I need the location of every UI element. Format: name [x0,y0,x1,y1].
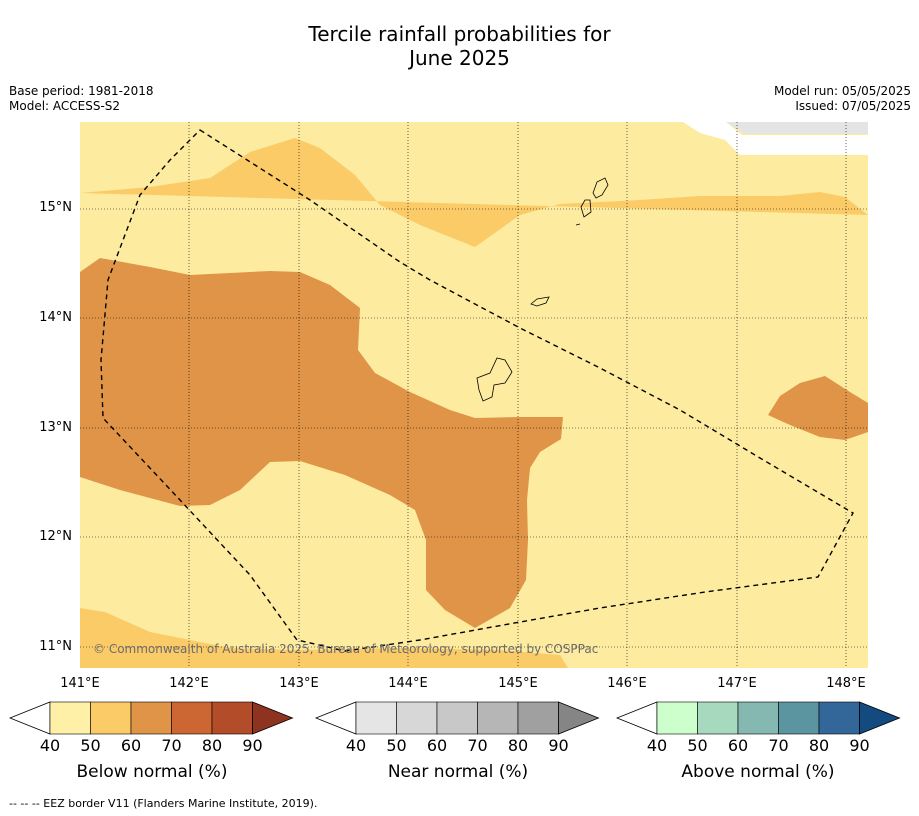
colorbar-above-segment [697,701,739,735]
colorbar-below-tick: 80 [201,736,223,755]
lat-label-15n: 15°N [39,200,72,215]
title-line-2: June 2025 [409,46,510,70]
eez-border [100,129,854,652]
colorbar-title-above: Above normal (%) [681,762,835,782]
colorbar-near-segment [396,701,438,735]
lon-label-142e: 142°E [169,676,209,691]
colorbar-above-extend-high [859,701,901,735]
colorbar-near-segment [436,701,478,735]
map-title: Tercile rainfall probabilities for June … [0,22,919,70]
colorbar-above-segment [656,701,698,735]
model-run: Model run: 05/05/2025 [773,84,911,98]
colorbar-below-tick: 50 [80,736,101,755]
colorbar-above-segment [737,701,779,735]
colorbar-above-segment [818,701,860,735]
colorbar-below-tick: 60 [120,736,142,755]
region-below-50-60 [80,138,868,668]
lon-label-147e: 147°E [717,676,757,691]
model-name: Model: ACCESS-S2 [9,99,121,113]
copyright-text: © Commonwealth of Australia 2025, Bureau… [93,642,599,656]
map-fill-regions [80,122,868,668]
colorbar-below-tick: 40 [39,736,61,755]
meta-left: Base period: 1981-2018 Model: ACCESS-S2 [9,84,154,114]
meta-right: Model run: 05/05/2025 Issued: 07/05/2025 [774,84,911,114]
lon-label-146e: 146°E [607,676,647,691]
eez-footnote: -- -- -- EEZ border V11 (Flanders Marine… [9,797,318,810]
colorbar-below-segment [130,701,172,735]
region-white-top [683,122,868,155]
lon-label-144e: 144°E [388,676,428,691]
colorbar-above-tick: 50 [687,736,708,755]
colorbar-near-extend-high [558,701,600,735]
island-outlines [476,177,609,402]
rota-island [530,296,550,307]
colorbar-below-extend-low [8,701,51,735]
colorbar-near-segment [477,701,519,735]
colorbar-near-tick: 50 [386,736,407,755]
colorbar-above-tick: 90 [849,736,870,755]
colorbar-title-near: Near normal (%) [387,762,529,782]
colorbar-title-below: Below normal (%) [76,762,228,782]
base-period: Base period: 1981-2018 [9,84,154,98]
region-near-normal [726,122,868,134]
colorbar-below-tick: 90 [242,736,263,755]
gridlines [80,122,868,668]
colorbar-near-tick: 90 [548,736,569,755]
region-below-60-70-east [768,376,868,440]
colorbar-below-segment [90,701,132,735]
colorbars-svg [8,701,901,735]
colorbar-below-segment [211,701,253,735]
colorbar-above-extend-low [615,701,658,735]
lon-label-141e: 141°E [60,676,100,691]
region-below-60-70 [80,258,563,628]
colorbar-below-segment [171,701,213,735]
colorbar-below-segment [49,701,91,735]
colorbar-near-tick: 80 [507,736,529,755]
colorbar-near-segment [517,701,559,735]
lon-label-145e: 145°E [498,676,538,691]
colorbar-near-normal [314,701,600,735]
aguijan-island [575,223,581,226]
tinian-island [580,199,592,218]
colorbar-below-normal [8,701,294,735]
colorbar-below-extend-high [252,701,294,735]
lat-label-11n: 11°N [39,639,72,654]
colorbar-above-tick: 70 [768,736,789,755]
colorbar-near-extend-low [314,701,357,735]
lon-label-143e: 143°E [279,676,319,691]
colorbar-above-tick: 60 [727,736,749,755]
lat-label-13n: 13°N [39,420,72,435]
colorbar-above-segment [778,701,820,735]
colorbar-above-tick: 80 [808,736,830,755]
colorbar-below-tick: 70 [161,736,182,755]
colorbar-near-tick: 40 [345,736,367,755]
guam-island [476,357,513,402]
colorbar-near-segment [355,701,397,735]
colorbar-above-tick: 40 [646,736,668,755]
title-line-1: Tercile rainfall probabilities for [308,22,611,46]
colorbar-near-tick: 60 [426,736,448,755]
colorbar-near-tick: 70 [467,736,488,755]
issued-date: Issued: 07/05/2025 [795,99,911,113]
lat-label-12n: 12°N [39,529,72,544]
lon-label-148e: 148°E [826,676,866,691]
lat-label-14n: 14°N [39,310,72,325]
saipan-island [592,177,609,199]
colorbar-above-normal [615,701,901,735]
